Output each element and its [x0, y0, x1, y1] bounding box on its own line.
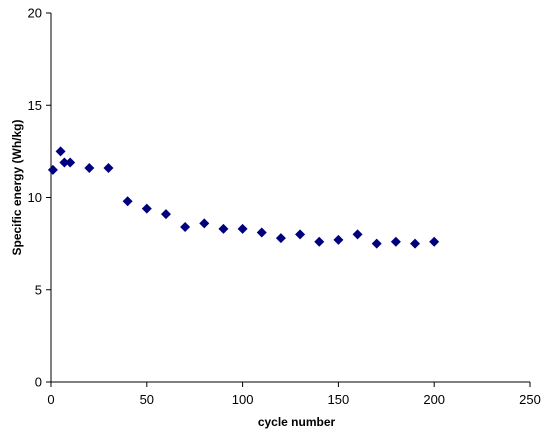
y-tick-label: 5: [35, 282, 42, 297]
x-tick-label: 0: [47, 392, 54, 407]
x-tick-label: 200: [423, 392, 445, 407]
y-axis-title: Specific energy (Wh/kg): [10, 119, 24, 255]
data-point-diamond: [333, 234, 344, 245]
data-point-diamond: [160, 209, 171, 220]
data-point-diamond: [237, 223, 248, 234]
data-point-diamond: [180, 222, 191, 233]
x-tick-label: 50: [140, 392, 154, 407]
data-point-diamond: [390, 236, 401, 247]
data-point-diamond: [371, 238, 382, 249]
data-point-diamond: [275, 233, 286, 244]
data-point-diamond: [59, 157, 70, 168]
data-point-diamond: [122, 196, 133, 207]
data-point-diamond: [103, 162, 114, 173]
y-tick-label: 10: [28, 190, 42, 205]
y-axis-ticks: 0 5 10 15 20: [28, 6, 51, 390]
data-point-diamond: [429, 236, 440, 247]
data-point-diamond: [352, 229, 363, 240]
x-tick-label: 250: [519, 392, 541, 407]
data-point-diamond: [141, 203, 152, 214]
data-point-diamond: [314, 236, 325, 247]
data-point-diamond: [84, 162, 95, 173]
data-point-diamond: [410, 238, 421, 249]
x-axis-title: cycle number: [258, 415, 336, 429]
data-point-diamond: [256, 227, 267, 238]
data-points: [47, 146, 440, 249]
data-point-diamond: [47, 164, 58, 175]
data-point-diamond: [295, 229, 306, 240]
y-tick-label: 15: [28, 98, 42, 113]
x-tick-label: 100: [232, 392, 254, 407]
data-point-diamond: [199, 218, 210, 229]
x-tick-label: 150: [328, 392, 350, 407]
data-point-diamond: [55, 146, 66, 157]
y-tick-label: 0: [35, 375, 42, 390]
data-point-diamond: [65, 157, 76, 168]
y-tick-label: 20: [28, 6, 42, 21]
x-axis-ticks: 0 50 100 150 200 250: [47, 382, 541, 407]
data-point-diamond: [218, 223, 229, 234]
plot-area: 0 5 10 15 20 0 50 100 150 200 250: [28, 6, 541, 408]
